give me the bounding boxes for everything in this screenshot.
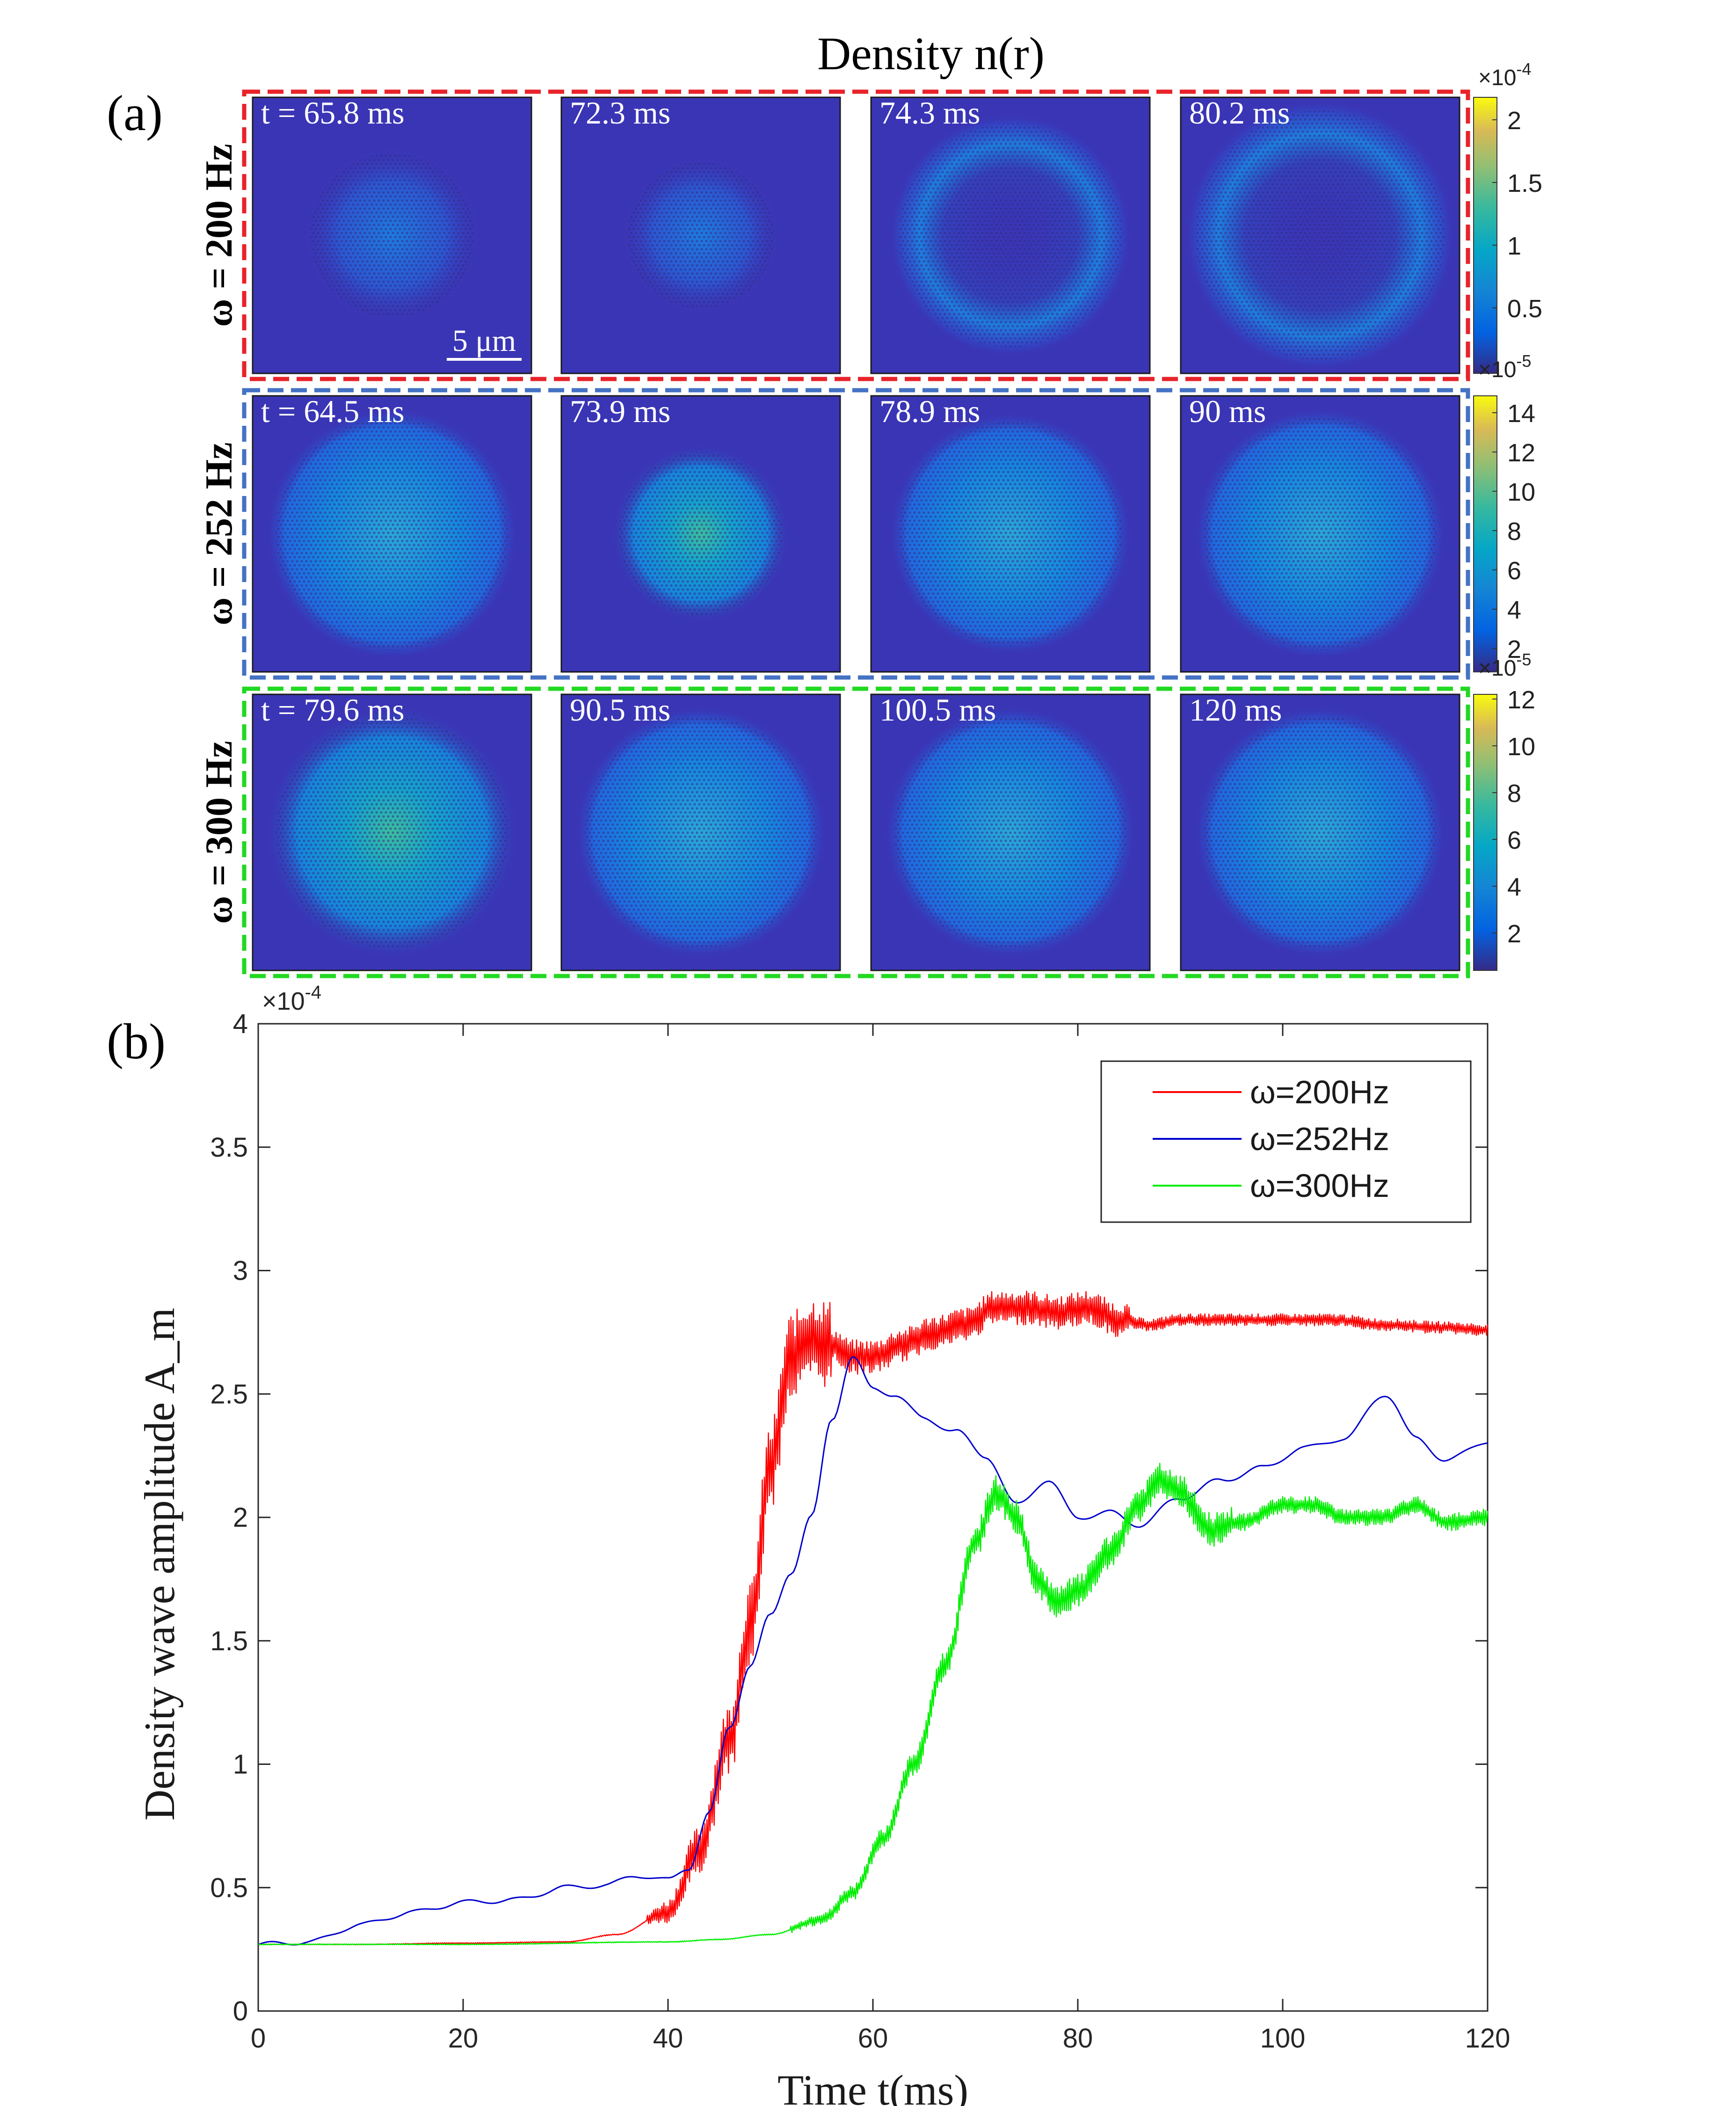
colorbar-tick-label: 10 <box>1507 733 1535 761</box>
colorbar <box>1473 97 1497 374</box>
colorbar-exponent-base: ×10 <box>1478 357 1516 382</box>
snapshot-time-label: 90 ms <box>1189 394 1266 429</box>
colorbar-exponent-base: ×10 <box>1478 66 1516 90</box>
legend <box>1100 1060 1472 1223</box>
colorbar-tick-label: 4 <box>1507 596 1521 624</box>
snapshot-time-label: 72.3 ms <box>570 95 670 131</box>
x-axis-label: Time t(ms) <box>777 2066 968 2106</box>
colorbar-tick-label: 2 <box>1507 920 1521 948</box>
y-tick-label: 1 <box>233 1749 248 1780</box>
legend-entry: ω=300Hz <box>1250 1167 1389 1204</box>
colorbar-tick-label: 6 <box>1507 826 1521 854</box>
x-tick-label: 60 <box>858 2023 888 2054</box>
snapshot-time-label: 80.2 ms <box>1189 95 1290 131</box>
colorbar-tick-label: 10 <box>1507 478 1535 506</box>
colorbar-exponent-base: ×10 <box>1478 656 1516 681</box>
row-frame <box>242 388 1470 680</box>
x-tick-label: 40 <box>653 2023 683 2054</box>
snapshot-time-label: 78.9 ms <box>879 394 980 429</box>
x-tick-label: 80 <box>1063 2023 1093 2054</box>
y-axis-exponent: ×10-4 <box>262 982 321 1015</box>
panel-b-label: (b) <box>107 1014 166 1070</box>
row-label: ω = 252 Hz <box>197 442 240 625</box>
colorbar <box>1473 694 1497 971</box>
row-label: ω = 300 Hz <box>197 741 240 924</box>
snapshot-time-label: 120 ms <box>1189 692 1282 728</box>
colorbar-tick-label: 4 <box>1507 873 1521 901</box>
y-axis-exponent-base: ×10 <box>262 987 305 1015</box>
y-axis-exponent-power: -4 <box>305 982 322 1003</box>
colorbar <box>1473 395 1497 672</box>
y-tick-label: 0 <box>233 1996 248 2026</box>
y-tick-label: 2.5 <box>210 1379 248 1409</box>
lattice-texture <box>898 123 1123 348</box>
lattice-texture <box>627 162 774 309</box>
colorbar-tick-label: 2 <box>1507 635 1521 663</box>
snapshot-time-label: t = 79.6 ms <box>261 692 405 728</box>
colorbar-exponent: ×10-5 <box>1478 351 1531 382</box>
snapshot-grid: ω = 200 Hz t = 65.8 ms 72.3 ms 74.3 ms 80.2 … <box>197 59 1542 978</box>
lattice-texture <box>310 153 474 317</box>
lattice-texture <box>584 716 817 949</box>
colorbar-exponent-power: -4 <box>1516 59 1531 79</box>
x-tick-label: 20 <box>448 2023 479 2054</box>
series-line <box>258 1356 1488 1946</box>
row-frame <box>242 89 1470 381</box>
colorbar-tick-label: 8 <box>1507 780 1521 808</box>
colorbar-tick-label: 0.5 <box>1507 295 1542 323</box>
lattice-texture <box>1204 716 1437 949</box>
x-tick-label: 100 <box>1260 2023 1306 2054</box>
colorbar-tick-label: 1.5 <box>1507 169 1542 197</box>
y-tick-label: 4 <box>233 1009 248 1039</box>
colorbar-tick-label: 8 <box>1507 517 1521 546</box>
line-chart: 0 20 40 60 80 100 120 0 0.5 1 1.5 2 2.5 3 3.5 4 ×10-4 Tim… <box>136 982 1510 2106</box>
colorbar-tick-label: 14 <box>1507 400 1535 428</box>
snapshot-time-label: 100.5 ms <box>879 692 996 728</box>
colorbar-exponent-power: -5 <box>1516 650 1531 669</box>
snapshot-time-label: t = 64.5 ms <box>261 394 405 429</box>
legend-entry: ω=252Hz <box>1250 1121 1389 1157</box>
row-frame <box>242 686 1470 978</box>
y-tick-label: 1.5 <box>210 1626 248 1656</box>
lattice-texture <box>898 422 1123 646</box>
y-tick-label: 0.5 <box>210 1873 248 1903</box>
panel-a-label: (a) <box>107 86 163 141</box>
legend-entry: ω=200Hz <box>1250 1074 1389 1110</box>
x-tick-label: 0 <box>251 2023 266 2054</box>
snapshot-time-label: 74.3 ms <box>879 95 980 131</box>
panel-a-title: Density n(r) <box>817 28 1045 80</box>
snapshot-time-label: 73.9 ms <box>570 394 670 429</box>
snapshot-time-label: 90.5 ms <box>570 692 670 728</box>
scale-bar-label: 5 μm <box>452 324 516 358</box>
snapshot-time-label: t = 65.8 ms <box>261 95 405 131</box>
colorbar-tick-label: 12 <box>1507 439 1535 467</box>
row-label: ω = 200 Hz <box>197 144 240 327</box>
colorbar-tick-label: 1 <box>1507 232 1521 260</box>
y-tick-label: 2 <box>233 1502 248 1533</box>
colorbar-tick-label: 12 <box>1507 686 1535 714</box>
colorbar-tick-label: 6 <box>1507 557 1521 585</box>
colorbar-tick-label: 2 <box>1507 107 1521 135</box>
colorbar-exponent: ×10-5 <box>1478 650 1531 681</box>
y-tick-label: 3.5 <box>210 1132 248 1163</box>
lattice-texture <box>276 716 508 949</box>
lattice-texture <box>1195 110 1445 360</box>
colorbar-exponent-power: -5 <box>1516 351 1531 371</box>
y-axis-label: Density wave amplitude A_m <box>136 1308 183 1821</box>
lattice-texture <box>619 452 783 616</box>
lattice-texture <box>276 417 508 650</box>
series-line <box>258 1463 1489 1946</box>
y-tick-label: 3 <box>233 1256 248 1286</box>
lattice-texture <box>1204 417 1437 650</box>
x-tick-label: 120 <box>1465 2023 1511 2054</box>
colorbar-exponent: ×10-4 <box>1478 59 1531 90</box>
series-line <box>258 1290 1489 1946</box>
lattice-texture <box>894 716 1127 949</box>
